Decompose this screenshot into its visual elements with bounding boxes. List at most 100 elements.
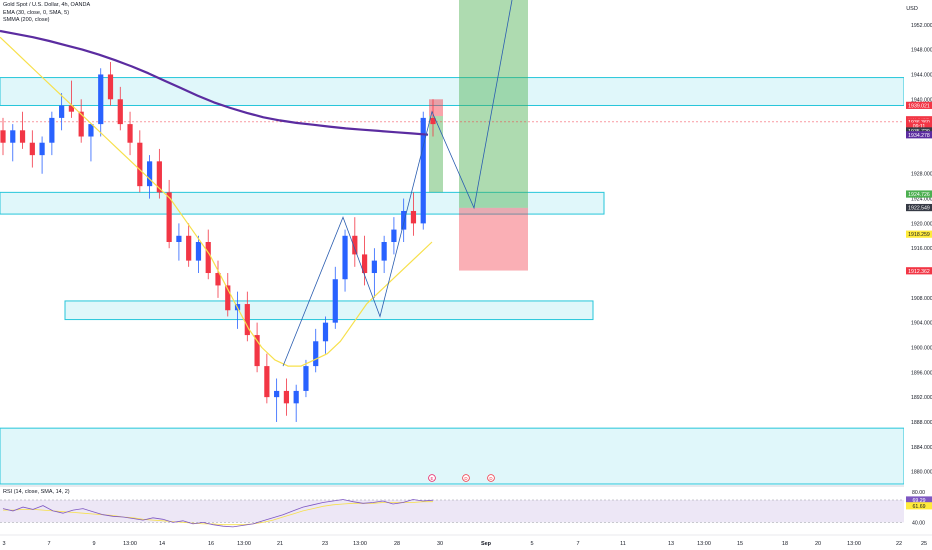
candle[interactable] <box>10 124 16 162</box>
time-label: 7 <box>576 541 579 547</box>
candle[interactable] <box>332 266 338 329</box>
zone-lower[interactable] <box>0 427 905 485</box>
price-badge-bg <box>906 127 932 135</box>
candle[interactable] <box>195 235 202 274</box>
candle[interactable] <box>430 99 436 137</box>
candle[interactable] <box>166 179 172 249</box>
event-marker[interactable]: D <box>462 474 470 482</box>
time-label: 22 <box>896 541 902 547</box>
candle[interactable] <box>205 229 211 280</box>
price-tick: 1944.000 <box>911 72 932 78</box>
time-label: 20 <box>815 541 821 547</box>
candle-body <box>274 390 280 398</box>
candle[interactable] <box>0 117 6 156</box>
candle[interactable] <box>88 124 94 162</box>
candle[interactable] <box>186 223 192 267</box>
price-tick: 1892.000 <box>911 395 932 401</box>
price-tick: 1884.000 <box>911 445 932 451</box>
candle-body <box>78 111 84 137</box>
candle[interactable] <box>107 62 114 106</box>
candle[interactable] <box>78 99 84 143</box>
candle[interactable] <box>19 111 26 149</box>
candle[interactable] <box>49 111 55 156</box>
time-label: 25 <box>921 541 927 547</box>
candle[interactable] <box>391 217 397 255</box>
candle[interactable] <box>225 273 231 317</box>
price-badge: 09:11 <box>906 122 932 130</box>
candle-body <box>137 142 143 187</box>
candle[interactable] <box>254 322 260 373</box>
position-stop-zone[interactable] <box>459 207 528 271</box>
event-marker[interactable]: D <box>487 474 495 482</box>
candle[interactable] <box>361 235 368 286</box>
candle-body <box>215 273 221 286</box>
candle[interactable] <box>342 229 348 292</box>
zone-support-1[interactable] <box>0 191 605 215</box>
candle[interactable] <box>29 130 35 168</box>
candle[interactable] <box>117 86 123 131</box>
candle[interactable] <box>381 235 387 274</box>
candle[interactable] <box>313 328 319 373</box>
candle[interactable] <box>156 148 162 199</box>
time-label: 5 <box>530 541 533 547</box>
candle[interactable] <box>215 260 221 298</box>
candle[interactable] <box>59 93 65 131</box>
price-badge-label: 1918.259 <box>908 232 930 238</box>
rsi-band <box>0 499 904 523</box>
price-badge-label: 1912.362 <box>908 269 930 275</box>
price-badge-label: 09:11 <box>913 124 926 130</box>
candle-body <box>59 105 65 118</box>
rsi-badge: 69.29 <box>906 496 932 504</box>
event-marker-label: D <box>489 476 492 481</box>
time-label: 11 <box>620 541 626 547</box>
smma-line[interactable] <box>0 29 429 136</box>
candle[interactable] <box>39 136 45 174</box>
candle[interactable] <box>410 192 417 236</box>
event-marker-circle <box>428 474 436 482</box>
candle-body <box>283 390 290 404</box>
candle[interactable] <box>274 378 280 422</box>
candle[interactable] <box>401 198 407 242</box>
candle-body <box>166 192 172 242</box>
rsi-line <box>2 499 434 528</box>
price-tick: 1928.000 <box>911 172 932 178</box>
candle-body <box>225 285 231 311</box>
price-badge-label: 1924.726 <box>908 192 930 198</box>
candle-body <box>264 366 270 398</box>
candle[interactable] <box>303 359 309 398</box>
candle[interactable] <box>176 223 182 261</box>
candle-body <box>0 130 6 143</box>
ema-line[interactable] <box>0 36 433 367</box>
time-label: 3 <box>2 541 5 547</box>
price-tick: 1880.000 <box>911 470 932 476</box>
event-marker[interactable]: E <box>428 474 436 482</box>
time-label: 21 <box>277 541 283 547</box>
candle[interactable] <box>146 155 153 199</box>
zone-resistance[interactable] <box>0 77 905 106</box>
candle[interactable] <box>283 378 290 416</box>
candle[interactable] <box>371 248 377 298</box>
price-tick: 1920.000 <box>911 221 932 227</box>
projection-path[interactable] <box>282 0 513 367</box>
candle-body <box>195 242 202 261</box>
candle[interactable] <box>68 80 75 118</box>
candle[interactable] <box>127 111 133 156</box>
time-label: 13:00 <box>353 541 367 547</box>
candle[interactable] <box>137 130 143 193</box>
zone-support-2[interactable] <box>64 300 594 321</box>
candle[interactable] <box>322 316 329 354</box>
candle[interactable] <box>98 68 104 137</box>
candle[interactable] <box>264 353 270 404</box>
candle-body <box>88 124 94 137</box>
candle[interactable] <box>293 384 299 422</box>
price-tick: 1924.000 <box>911 197 932 203</box>
candle[interactable] <box>244 291 250 342</box>
price-badge-bg <box>906 203 932 212</box>
candle-body <box>244 304 250 336</box>
candle[interactable] <box>352 217 358 267</box>
price-tick: 1940.000 <box>911 97 932 103</box>
rsi-legend: RSI (14, close, SMA, 14, 2) <box>3 489 70 495</box>
position-target-zone[interactable] <box>459 0 528 208</box>
candle[interactable] <box>420 111 426 230</box>
